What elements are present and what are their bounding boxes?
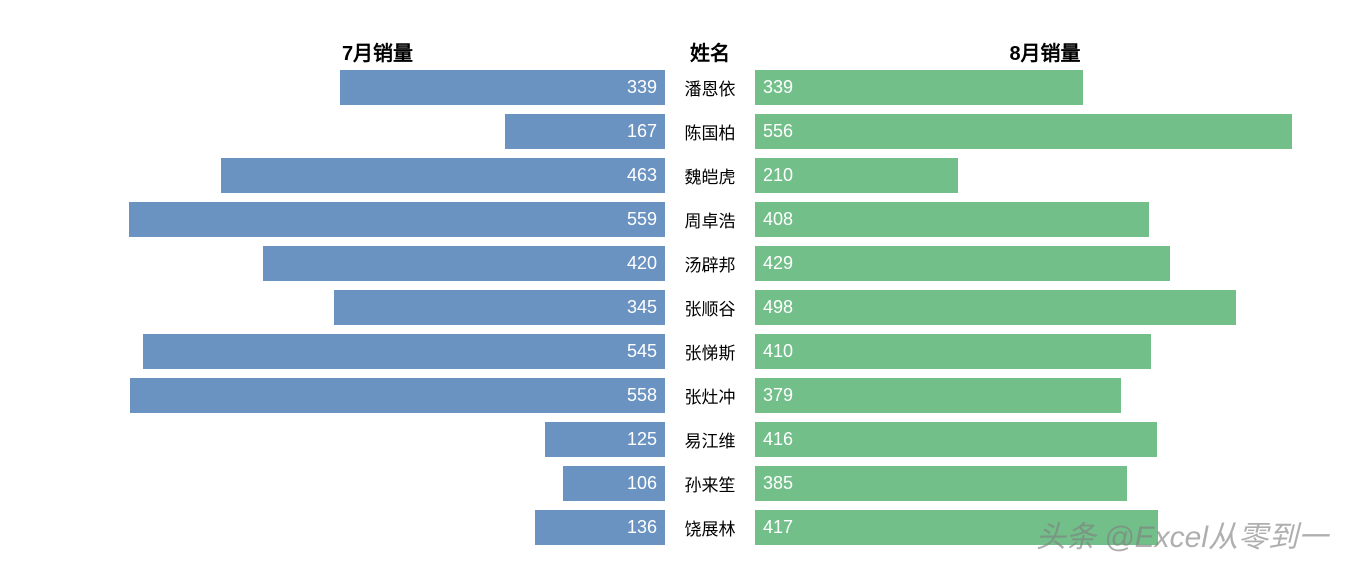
left-bar-value: 558 xyxy=(627,385,657,406)
left-bar-value: 125 xyxy=(627,429,657,450)
row-name: 张顺谷 xyxy=(665,295,755,320)
header-center: 姓名 xyxy=(665,37,755,66)
left-bar-value: 106 xyxy=(627,473,657,494)
left-bar: 558 xyxy=(130,378,665,413)
left-bar-value: 420 xyxy=(627,253,657,274)
right-bar-value: 339 xyxy=(763,77,793,98)
left-bar-cell: 463 xyxy=(90,153,665,197)
row-name: 潘恩依 xyxy=(665,75,755,100)
row-name: 汤辟邦 xyxy=(665,251,755,276)
right-bar-cell: 556 xyxy=(755,109,1335,153)
header-left: 7月销量 xyxy=(90,37,665,66)
left-bar-value: 167 xyxy=(627,121,657,142)
right-bar-cell: 385 xyxy=(755,461,1335,505)
left-bar-value: 559 xyxy=(627,209,657,230)
chart-row: 125 易江维 416 xyxy=(90,417,1335,461)
right-bar-cell: 408 xyxy=(755,197,1335,241)
chart-row: 559 周卓浩 408 xyxy=(90,197,1335,241)
right-bar: 498 xyxy=(755,290,1236,325)
header-right: 8月销量 xyxy=(755,37,1335,66)
right-bar: 210 xyxy=(755,158,958,193)
left-bar: 420 xyxy=(263,246,666,281)
left-bar-cell: 106 xyxy=(90,461,665,505)
left-bar: 125 xyxy=(545,422,665,457)
left-bar-cell: 125 xyxy=(90,417,665,461)
row-name: 易江维 xyxy=(665,427,755,452)
right-bar-value: 210 xyxy=(763,165,793,186)
left-bar-value: 345 xyxy=(627,297,657,318)
chart-row: 106 孙来笙 385 xyxy=(90,461,1335,505)
right-bar-cell: 429 xyxy=(755,241,1335,285)
right-bar-value: 417 xyxy=(763,517,793,538)
left-bar: 106 xyxy=(563,466,665,501)
left-bar-value: 463 xyxy=(627,165,657,186)
right-bar: 429 xyxy=(755,246,1170,281)
row-name: 陈国柏 xyxy=(665,119,755,144)
chart-row: 345 张顺谷 498 xyxy=(90,285,1335,329)
left-bar-cell: 545 xyxy=(90,329,665,373)
right-bar: 556 xyxy=(755,114,1292,149)
right-bar-value: 416 xyxy=(763,429,793,450)
left-bar-cell: 345 xyxy=(90,285,665,329)
right-bar-cell: 210 xyxy=(755,153,1335,197)
left-bar-cell: 167 xyxy=(90,109,665,153)
right-bar-cell: 498 xyxy=(755,285,1335,329)
left-bar: 167 xyxy=(505,114,665,149)
left-bar-value: 545 xyxy=(627,341,657,362)
left-bar-cell: 558 xyxy=(90,373,665,417)
left-bar: 345 xyxy=(334,290,665,325)
right-bar-value: 385 xyxy=(763,473,793,494)
right-bar-value: 379 xyxy=(763,385,793,406)
left-bar: 545 xyxy=(143,334,665,369)
left-bar: 339 xyxy=(340,70,665,105)
chart-row: 558 张灶冲 379 xyxy=(90,373,1335,417)
chart-row: 463 魏皑虎 210 xyxy=(90,153,1335,197)
chart-row: 545 张悌斯 410 xyxy=(90,329,1335,373)
chart-rows: 339 潘恩依 339 167 陈国柏 556 463 魏皑虎 210 559 周卓浩 408 420 汤… xyxy=(90,65,1335,549)
right-bar: 379 xyxy=(755,378,1121,413)
left-bar: 136 xyxy=(535,510,665,545)
row-name: 饶展林 xyxy=(665,515,755,540)
row-name: 魏皑虎 xyxy=(665,163,755,188)
chart-row: 167 陈国柏 556 xyxy=(90,109,1335,153)
right-bar-value: 408 xyxy=(763,209,793,230)
left-bar-cell: 559 xyxy=(90,197,665,241)
chart-row: 420 汤辟邦 429 xyxy=(90,241,1335,285)
right-bar-value: 410 xyxy=(763,341,793,362)
left-bar: 463 xyxy=(221,158,665,193)
right-bar-cell: 416 xyxy=(755,417,1335,461)
right-bar: 410 xyxy=(755,334,1151,369)
right-bar-value: 556 xyxy=(763,121,793,142)
chart-headers: 7月销量 姓名 8月销量 xyxy=(90,37,1335,65)
right-bar-cell: 410 xyxy=(755,329,1335,373)
left-bar-cell: 339 xyxy=(90,65,665,109)
left-bar-cell: 420 xyxy=(90,241,665,285)
right-bar-cell: 339 xyxy=(755,65,1335,109)
right-bar: 408 xyxy=(755,202,1149,237)
diverging-bar-chart: 7月销量 姓名 8月销量 339 潘恩依 339 167 陈国柏 556 463 魏皑虎 210… xyxy=(90,37,1335,549)
right-bar: 339 xyxy=(755,70,1083,105)
row-name: 周卓浩 xyxy=(665,207,755,232)
right-bar-value: 498 xyxy=(763,297,793,318)
row-name: 张悌斯 xyxy=(665,339,755,364)
left-bar-cell: 136 xyxy=(90,505,665,549)
row-name: 张灶冲 xyxy=(665,383,755,408)
left-bar-value: 339 xyxy=(627,77,657,98)
right-bar-value: 429 xyxy=(763,253,793,274)
left-bar: 559 xyxy=(129,202,665,237)
right-bar: 385 xyxy=(755,466,1127,501)
chart-row: 339 潘恩依 339 xyxy=(90,65,1335,109)
right-bar-cell: 379 xyxy=(755,373,1335,417)
right-bar: 416 xyxy=(755,422,1157,457)
left-bar-value: 136 xyxy=(627,517,657,538)
row-name: 孙来笙 xyxy=(665,471,755,496)
watermark-text: 头条 @Excel从零到一 xyxy=(1036,512,1328,556)
